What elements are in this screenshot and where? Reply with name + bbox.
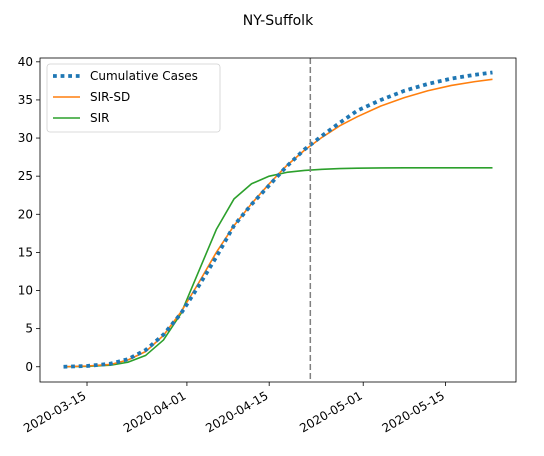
legend-label-cumulative-cases: Cumulative Cases bbox=[90, 69, 198, 83]
chart-title: NY-Suffolk bbox=[243, 13, 314, 29]
x-tick-label: 2020-05-01 bbox=[297, 388, 364, 435]
y-axis: 0 5 10 15 20 25 30 35 40 bbox=[18, 55, 40, 374]
y-tick-label: 25 bbox=[18, 169, 33, 183]
x-tick-label: 2020-05-15 bbox=[380, 388, 447, 435]
y-tick-label: 5 bbox=[25, 322, 33, 336]
y-tick-label: 35 bbox=[18, 93, 33, 107]
y-tick-label: 10 bbox=[18, 284, 33, 298]
legend-label-sir-sd: SIR-SD bbox=[90, 90, 130, 104]
legend: Cumulative Cases SIR-SD SIR bbox=[46, 63, 221, 133]
plot-frame bbox=[39, 57, 517, 383]
x-tick-label: 2020-04-01 bbox=[121, 388, 188, 435]
series-layer bbox=[63, 70, 493, 369]
series-line-sir bbox=[63, 166, 493, 368]
y-tick-label: 40 bbox=[18, 55, 33, 69]
legend-label-sir: SIR bbox=[90, 111, 110, 125]
y-tick-label: 0 bbox=[25, 360, 33, 374]
x-tick-label: 2020-04-15 bbox=[203, 388, 270, 435]
plot-area bbox=[39, 57, 517, 383]
y-tick-label: 30 bbox=[18, 131, 33, 145]
series-line-cumulative-cases bbox=[63, 70, 493, 369]
x-tick-label: 2020-03-15 bbox=[21, 388, 88, 435]
y-tick-label: 15 bbox=[18, 245, 33, 259]
legend-box bbox=[46, 63, 221, 133]
y-tick-label: 20 bbox=[18, 207, 33, 221]
x-axis: 2020-03-15 2020-04-01 2020-04-15 2020-05-01… bbox=[21, 382, 447, 435]
